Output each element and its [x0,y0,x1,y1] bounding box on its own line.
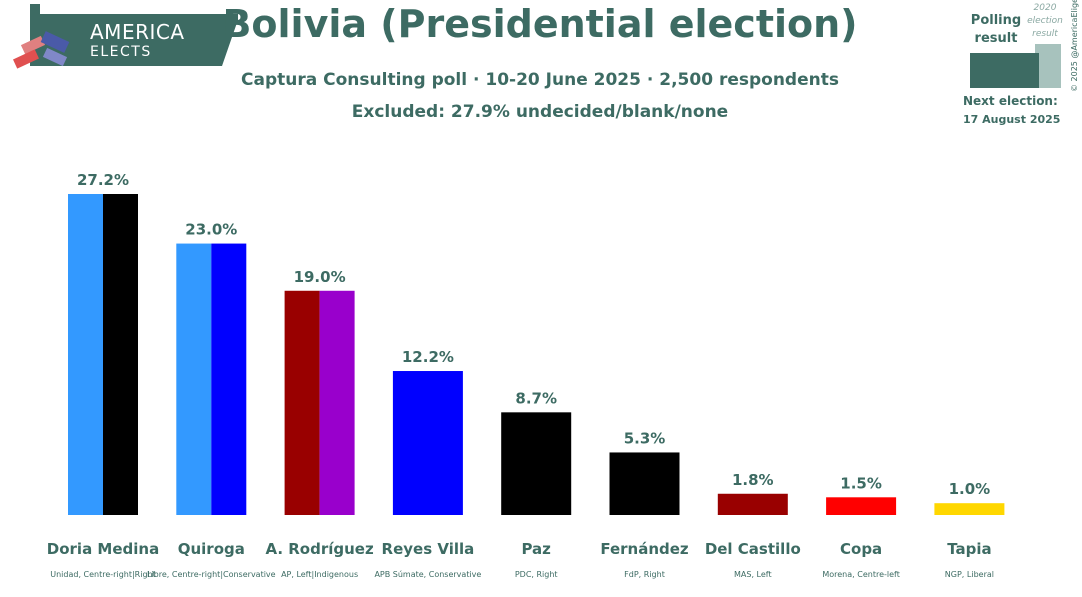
bar [501,412,572,515]
bar [68,194,103,515]
category-label: Fernández [600,540,689,558]
party-label: Morena, Centre-left [822,570,899,579]
data-label: 12.2% [402,348,454,366]
bar-group: 1.0% Tapia NGP, Liberal [934,480,1005,579]
chart-subtitle: Captura Consulting poll · 10-20 June 202… [241,70,839,90]
bar-group: 12.2% Reyes Villa APB Súmate, Conservative [374,348,481,579]
category-label: Tapia [947,540,991,558]
next-election-label: Next election: [963,94,1058,108]
bar [717,493,788,515]
logo-text-america: AMERICA [90,20,185,44]
logo-text-elects: ELECTS [90,44,152,60]
data-label: 5.3% [624,429,666,447]
party-label: Unidad, Centre-right|Right [50,570,156,579]
data-label: 19.0% [294,268,346,286]
category-label: Reyes Villa [382,540,475,558]
bar [319,290,355,515]
party-label: Libre, Centre-right|Conservative [147,570,276,579]
logo-cubes-icon [13,4,238,69]
category-label: Del Castillo [705,540,801,558]
legend-polling-result: Polling result [970,13,1022,46]
bar [609,452,680,515]
bar [284,290,320,515]
legend-swatch-polling [970,53,1039,88]
party-label: MAS, Left [734,570,772,579]
bar-group: 27.2% Doria Medina Unidad, Centre-right|Ri… [47,171,159,579]
bar-group: 19.0% A. Rodríguez AP, Left|Indigenous [265,268,374,579]
category-label: Doria Medina [47,540,159,558]
bar [103,194,138,515]
data-label: 1.8% [732,471,774,489]
excluded-note: Excluded: 27.9% undecided/blank/none [351,102,729,122]
category-label: Paz [521,540,551,558]
bar [211,243,247,516]
data-label: 1.0% [949,480,991,498]
bar [176,243,212,516]
bar-group: 1.8% Del Castillo MAS, Left [705,471,801,579]
bar [392,371,463,515]
bar-group: 23.0% Quiroga Libre, Centre-right|Conserva… [147,221,276,579]
data-label: 8.7% [515,389,557,407]
data-label: 27.2% [77,171,129,189]
data-label: 23.0% [185,221,237,239]
category-label: Quiroga [178,540,245,558]
party-label: FdP, Right [624,570,665,579]
party-label: PDC, Right [515,570,558,579]
party-label: NGP, Liberal [945,570,994,579]
next-election-date: 17 August 2025 [963,113,1061,126]
america-elects-logo: AMERICA ELECTS [8,4,238,76]
category-label: Copa [840,540,882,558]
bar-group: 1.5% Copa Morena, Centre-left [822,474,899,579]
bar [826,497,897,515]
party-label: AP, Left|Indigenous [281,570,358,579]
data-label: 1.5% [840,474,882,492]
bar-group: 8.7% Paz PDC, Right [501,389,572,579]
bar-group: 5.3% Fernández FdP, Right [600,429,689,579]
party-label: APB Súmate, Conservative [374,570,481,579]
bar [934,503,1005,515]
category-label: A. Rodríguez [265,540,374,558]
legend-swatch-previous [1035,44,1061,88]
chart-title: Bolivia (Presidential election) [222,2,858,46]
legend-previous-result: 2020 election result [1027,3,1063,39]
